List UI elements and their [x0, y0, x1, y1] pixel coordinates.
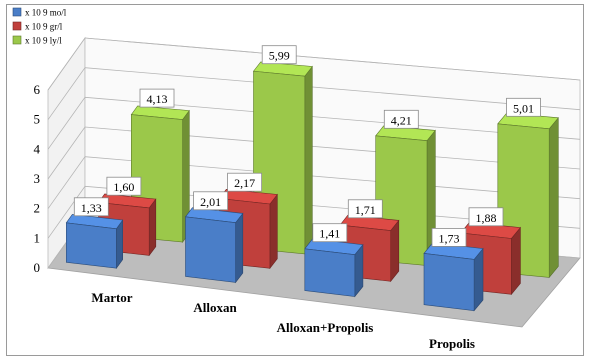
- data-label: 4,13: [147, 92, 168, 106]
- legend-swatch: [12, 35, 22, 45]
- legend-label: x 10 9 mo/l: [25, 8, 67, 18]
- legend-item: x 10 9 gr/l: [12, 21, 63, 32]
- data-label-box: 5,01: [506, 97, 541, 117]
- category-label: Alloxan+Propolis: [277, 320, 374, 335]
- data-label-box: 4,13: [139, 88, 175, 108]
- y-tick-label: 3: [34, 171, 41, 186]
- data-label: 1,88: [476, 211, 497, 225]
- gridline: [47, 67, 581, 120]
- data-label-box: 2,01: [193, 191, 229, 211]
- legend-label: x 10 9 ly/l: [25, 36, 62, 46]
- category-label: Propolis: [429, 336, 475, 351]
- legend-item: x 10 9 mo/l: [12, 7, 67, 18]
- legend-item: x 10 9 ly/l: [12, 35, 62, 46]
- data-label: 1,73: [439, 231, 460, 245]
- data-label: 1,33: [81, 201, 102, 215]
- data-label: 5,01: [513, 101, 534, 115]
- category-label: Alloxan: [193, 300, 237, 315]
- data-labels: 4,13 5,99 4,21 5,01 1,60 2,17 1,71 1,88 1,33 2,01…: [73, 45, 541, 247]
- data-label-box: 1,41: [312, 223, 348, 243]
- bar-x-10-9-mo-l-Alloxan: [184, 207, 244, 284]
- data-label: 2,01: [200, 195, 221, 209]
- data-label-box: 5,99: [261, 45, 297, 65]
- y-axis-ticks: 0 1 2 3 4 5 6: [34, 82, 41, 275]
- data-label-box: 1,73: [431, 227, 467, 247]
- data-label-box: 1,88: [468, 207, 504, 227]
- category-label: Martor: [91, 290, 132, 305]
- bar-x-10-9-ly-l-Propolis: [497, 112, 559, 279]
- y-tick-label: 4: [34, 141, 41, 156]
- data-label-box: 1,33: [73, 197, 109, 217]
- bar-x-10-9-mo-l-Propolis: [423, 242, 484, 312]
- bars: [65, 61, 559, 312]
- category-labels: Martor Alloxan Alloxan+Propolis Propolis: [91, 290, 475, 351]
- legend-swatch: [12, 21, 22, 31]
- data-label-box: 2,17: [227, 172, 263, 192]
- y-tick-label: 1: [34, 230, 41, 245]
- data-label: 1,71: [355, 203, 376, 217]
- data-label-box: 1,60: [106, 176, 142, 196]
- bar-x-10-9-mo-l-Martor: [65, 214, 124, 270]
- data-label: 5,99: [269, 49, 290, 63]
- data-label: 1,41: [319, 227, 340, 241]
- legend: x 10 9 mo/l x 10 9 gr/l x 10 9 ly/l: [12, 7, 67, 46]
- legend-label: x 10 9 gr/l: [25, 22, 63, 32]
- data-label: 4,21: [391, 113, 412, 127]
- y-tick-label: 5: [34, 112, 41, 127]
- gridline: [47, 37, 581, 91]
- data-label-box: 4,21: [383, 109, 419, 129]
- bar-x-10-9-mo-l-Alloxan-Propolis: [304, 238, 364, 298]
- y-tick-label: 0: [34, 260, 41, 275]
- data-label: 1,60: [113, 180, 134, 194]
- y-tick-label: 6: [34, 82, 41, 97]
- y-tick-label: 2: [34, 201, 41, 216]
- data-label: 2,17: [234, 176, 255, 190]
- data-label-box: 1,71: [347, 199, 383, 219]
- legend-swatch: [12, 7, 22, 17]
